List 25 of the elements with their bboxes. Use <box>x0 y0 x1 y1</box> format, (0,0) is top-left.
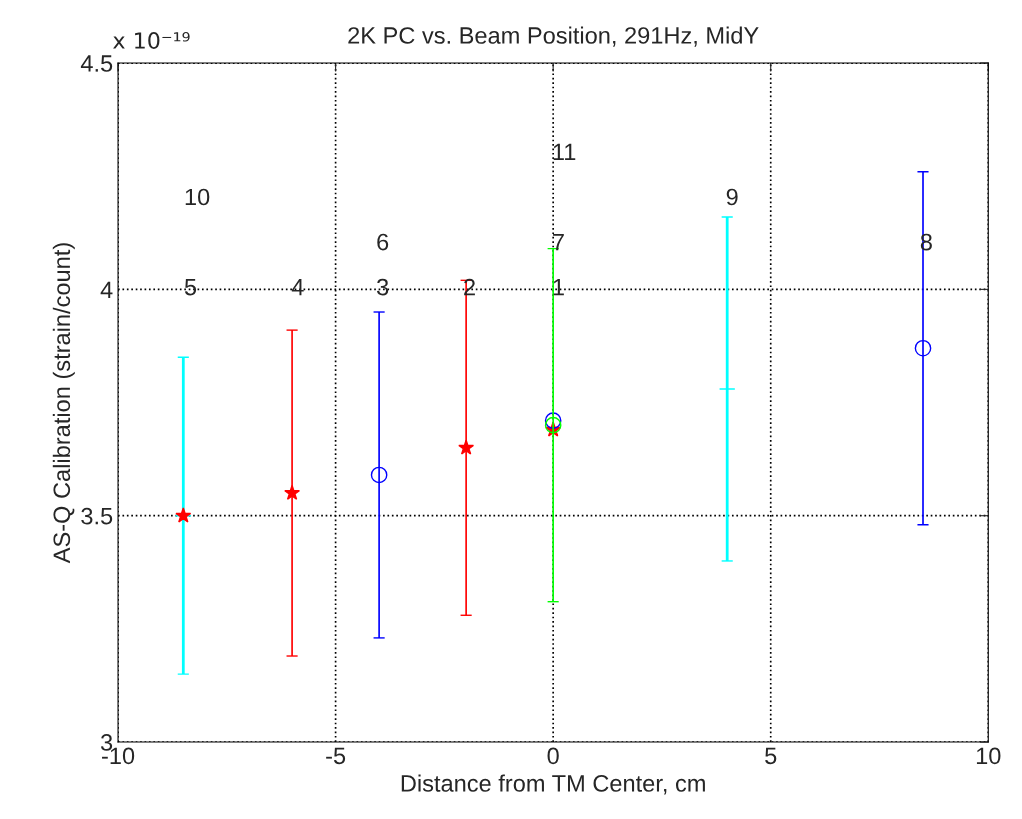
x-tick-label: 10 <box>976 747 1001 765</box>
point <box>284 484 301 500</box>
annotation: 9 <box>726 188 738 206</box>
x-tick-label: 5 <box>765 747 777 765</box>
x-tick-label: -5 <box>326 747 346 765</box>
annotation: 5 <box>184 278 197 296</box>
y-tick-label: 4 <box>100 281 113 298</box>
point <box>458 439 475 455</box>
point <box>544 416 562 434</box>
annotation: 11 <box>553 143 576 161</box>
point <box>544 412 562 429</box>
annotation: 6 <box>377 233 389 251</box>
x-axis-title: Distance from TM Center, cm <box>401 774 705 795</box>
x-tick-label: 0 <box>547 747 559 765</box>
annotation: 4 <box>291 278 304 296</box>
annotation: 7 <box>553 233 564 251</box>
annotation: 10 <box>185 188 210 206</box>
y-tick-label: 4.5 <box>80 55 113 72</box>
point <box>370 466 388 484</box>
chart-title: 2K PC vs. Beam Position, 291Hz, MidY <box>348 26 759 47</box>
point <box>914 339 932 357</box>
annotation: 3 <box>377 278 389 296</box>
text: x 10⁻¹⁹ <box>113 32 190 49</box>
y-tick-label: 3.5 <box>81 507 113 525</box>
y-axis-title: AS-Q Calibration (strain/count) <box>52 243 75 564</box>
